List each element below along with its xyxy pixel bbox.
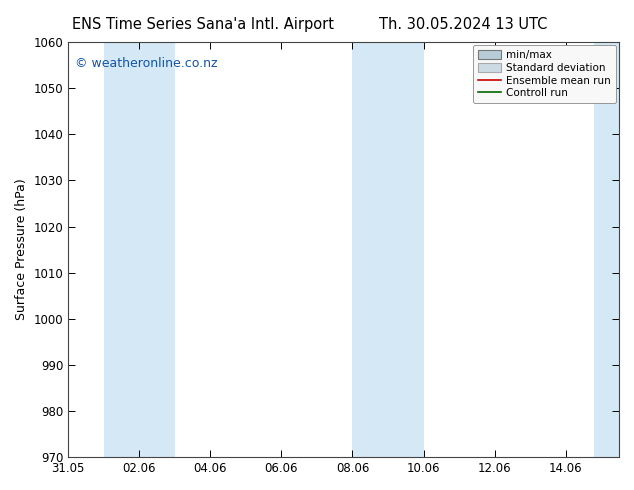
Bar [104,42,175,457]
Text: © weatheronline.co.nz: © weatheronline.co.nz [75,56,217,70]
Text: Th. 30.05.2024 13 UTC: Th. 30.05.2024 13 UTC [378,17,547,32]
Legend: min/max, Standard deviation, Ensemble mean run, Controll run: min/max, Standard deviation, Ensemble me… [472,45,616,103]
Y-axis label: Surface Pressure (hPa): Surface Pressure (hPa) [15,179,28,320]
Text: ENS Time Series Sana'a Intl. Airport: ENS Time Series Sana'a Intl. Airport [72,17,334,32]
Bar [594,42,619,457]
Bar [353,42,424,457]
